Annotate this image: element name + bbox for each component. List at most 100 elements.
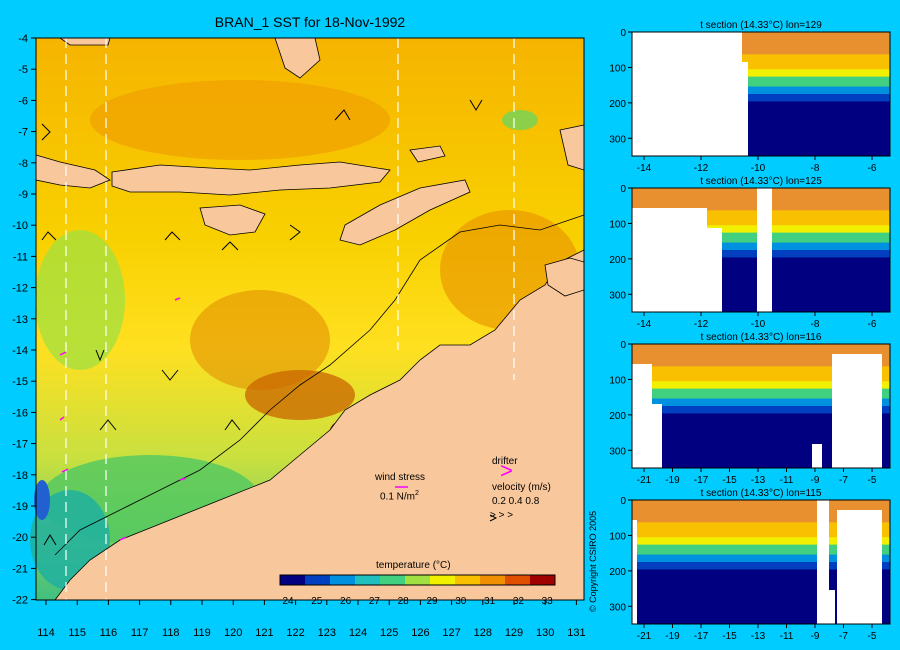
section-frame bbox=[631, 31, 891, 157]
colorbar-swatch bbox=[505, 575, 531, 585]
lat-tick-label: -18 bbox=[12, 470, 28, 482]
wind-stress-scale: 0.1 N/m2 bbox=[380, 490, 419, 503]
warm-patch bbox=[190, 290, 330, 390]
colorbar-tick-label: 32 bbox=[513, 596, 525, 607]
lon-tick-label: 128 bbox=[474, 627, 492, 639]
section-title: t section (14.33°C) lon=115 bbox=[701, 488, 822, 499]
section-layer bbox=[632, 398, 890, 407]
colorbar-tick-label: 25 bbox=[311, 596, 323, 607]
lat-tick-label: -7 bbox=[18, 127, 28, 139]
lat-tick-label: -22 bbox=[12, 595, 28, 607]
section-x-tick-label: -17 bbox=[694, 475, 709, 486]
section-x-tick-label: -15 bbox=[722, 475, 737, 486]
velocity-arrows: > > > bbox=[490, 510, 514, 521]
lat-tick-label: -16 bbox=[12, 407, 28, 419]
colorbar-title: temperature (°C) bbox=[376, 560, 451, 571]
lat-tick-label: -11 bbox=[13, 251, 28, 263]
section-x-tick-label: -5 bbox=[868, 475, 877, 486]
section-land-mask bbox=[742, 62, 748, 156]
shelf-contour bbox=[54, 214, 585, 556]
section-layer bbox=[632, 562, 890, 570]
section-x-tick-label: -6 bbox=[868, 319, 877, 330]
lon-tick-label: 125 bbox=[380, 627, 398, 639]
velocity-legend-arrows bbox=[489, 514, 498, 522]
lat-tick-label: -10 bbox=[12, 220, 28, 232]
lon-axis: 114 115 116 117 118 119 120 121 122 123 124 125 126 1… bbox=[37, 600, 586, 639]
section-layer bbox=[632, 69, 890, 78]
colorbar-tick-label: 24 bbox=[282, 596, 294, 607]
sst-map: 114 115 116 117 118 119 120 121 122 123 124 125 126 1… bbox=[12, 33, 586, 639]
lon-tick-label: 123 bbox=[318, 627, 336, 639]
section-x-tick-label: -12 bbox=[694, 163, 709, 174]
section-y-tick-label: 300 bbox=[609, 602, 626, 613]
lat-tick-label: -15 bbox=[12, 376, 28, 388]
island bbox=[339, 179, 471, 246]
section-x-tick-label: -21 bbox=[637, 631, 652, 642]
section-land-mask bbox=[827, 590, 835, 624]
section-layer bbox=[632, 406, 890, 414]
section-y-tick-label: 200 bbox=[609, 411, 626, 422]
drifter-markers bbox=[59, 297, 187, 541]
section-y-tick-label: 100 bbox=[609, 375, 626, 386]
colorbar-swatch bbox=[380, 575, 406, 585]
drifter-symbol: > bbox=[500, 458, 513, 483]
colorbar-tick-label: 26 bbox=[340, 596, 352, 607]
section-layer bbox=[632, 544, 890, 556]
section-x-tick-label: -9 bbox=[811, 631, 820, 642]
section-y-tick-label: 100 bbox=[609, 219, 626, 230]
section-x-tick-label: -15 bbox=[722, 631, 737, 642]
lon-tick-label: 115 bbox=[68, 627, 86, 639]
section-x-tick-label: -17 bbox=[694, 631, 709, 642]
section-layer bbox=[632, 381, 890, 390]
colorbar-swatch bbox=[530, 575, 556, 585]
t-sections-panel: t section (14.33°C) lon=129 0 100 200 300 -14… bbox=[609, 20, 891, 642]
lat-tick-label: -9 bbox=[18, 189, 28, 201]
colorbar-swatch bbox=[480, 575, 506, 585]
section-frame bbox=[631, 343, 891, 469]
colorbar-tick-label: 27 bbox=[369, 596, 381, 607]
section-title: t section (14.33°C) lon=125 bbox=[700, 176, 822, 187]
section-layer bbox=[632, 388, 890, 400]
lon-tick-label: 130 bbox=[536, 627, 554, 639]
section-frame bbox=[631, 499, 891, 625]
lon-tick-label: 131 bbox=[567, 627, 585, 639]
lat-tick-label: -4 bbox=[18, 33, 28, 45]
section-y-tick-label: 100 bbox=[609, 63, 626, 74]
lon-tick-label: 120 bbox=[224, 627, 242, 639]
lat-tick-label: -17 bbox=[12, 439, 28, 451]
section-x-tick-label: -11 bbox=[780, 631, 794, 642]
section-x-tick-label: -7 bbox=[839, 475, 848, 486]
colorbar-tick-label: 29 bbox=[426, 596, 438, 607]
section-x-tick-label: -8 bbox=[811, 319, 820, 330]
t-section-3: t section (14.33°C) lon=115 0 100 200 300 -21… bbox=[609, 488, 891, 642]
lat-tick-label: -21 bbox=[12, 563, 28, 575]
section-x-tick-label: -19 bbox=[665, 475, 680, 486]
hot-patch bbox=[245, 370, 355, 420]
t-section-1: t section (14.33°C) lon=125 0 100 200 300 -14… bbox=[609, 176, 891, 330]
colorbar-tick-label: 30 bbox=[455, 596, 467, 607]
lat-tick-label: -20 bbox=[12, 532, 28, 544]
velocity-scale: 0.2 0.4 0.8 bbox=[492, 496, 540, 507]
section-x-tick-label: -14 bbox=[637, 163, 652, 174]
section-layer bbox=[632, 344, 890, 367]
cool-patch bbox=[502, 110, 538, 130]
colorbar-tick-label: 33 bbox=[542, 596, 554, 607]
section-x-tick-label: -21 bbox=[637, 475, 652, 486]
lat-tick-label: -8 bbox=[18, 158, 28, 170]
colorbar-swatch bbox=[455, 575, 481, 585]
colorbar-swatch bbox=[355, 575, 381, 585]
t-section-2: t section (14.33°C) lon=116 0 100 200 300 -21… bbox=[609, 332, 891, 486]
section-land-mask bbox=[817, 500, 829, 624]
colorbar-tick-label: 28 bbox=[398, 596, 410, 607]
colorbar-swatch bbox=[430, 575, 456, 585]
warm-patch bbox=[90, 80, 390, 160]
colorbar-swatch bbox=[330, 575, 356, 585]
island bbox=[409, 145, 446, 163]
section-x-tick-label: -13 bbox=[751, 475, 766, 486]
lon-tick-label: 114 bbox=[37, 627, 55, 639]
section-land-mask bbox=[832, 354, 882, 468]
section-x-tick-label: -7 bbox=[839, 631, 848, 642]
lon-tick-label: 122 bbox=[286, 627, 304, 639]
lat-tick-label: -13 bbox=[12, 314, 28, 326]
colorbar-frame bbox=[279, 574, 556, 586]
